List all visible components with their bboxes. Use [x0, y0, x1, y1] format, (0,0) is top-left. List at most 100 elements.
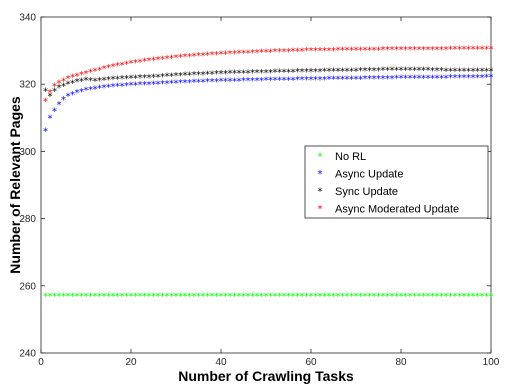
data-point: *	[129, 74, 134, 85]
data-point: *	[115, 291, 120, 302]
data-point: *	[390, 65, 395, 76]
data-point: *	[264, 47, 269, 58]
data-point: *	[426, 291, 431, 302]
data-point: *	[457, 291, 462, 302]
data-point: *	[196, 70, 201, 81]
data-point: *	[430, 291, 435, 302]
data-point: *	[295, 47, 300, 58]
data-point: *	[300, 46, 305, 57]
y-tick-label: 340	[19, 13, 36, 24]
data-point: *	[489, 66, 494, 77]
data-point: *	[286, 291, 291, 302]
data-point: *	[61, 291, 66, 302]
data-point: *	[426, 66, 431, 77]
data-point: *	[129, 291, 134, 302]
data-point: *	[462, 66, 467, 77]
data-point: *	[232, 49, 237, 60]
data-point: *	[66, 291, 71, 302]
data-point: *	[192, 291, 197, 302]
data-point: *	[174, 53, 179, 64]
data-point: *	[466, 73, 471, 84]
data-point: *	[313, 291, 318, 302]
data-point: *	[403, 45, 408, 56]
data-point: *	[174, 71, 179, 82]
data-point: *	[295, 67, 300, 78]
data-point: *	[381, 66, 386, 77]
data-point: *	[237, 49, 242, 60]
data-point: *	[412, 74, 417, 85]
data-point: *	[93, 84, 98, 95]
y-tick-label: 300	[19, 147, 36, 158]
data-point: *	[475, 291, 480, 302]
data-point: *	[79, 291, 84, 302]
data-point: *	[399, 65, 404, 76]
data-point: *	[417, 45, 422, 56]
data-point: *	[102, 83, 107, 94]
data-point: *	[300, 291, 305, 302]
data-point: *	[241, 76, 246, 87]
data-point: *	[489, 44, 494, 55]
data-point: *	[259, 48, 264, 59]
data-point: *	[228, 49, 233, 60]
y-tick-label: 260	[19, 281, 36, 292]
data-point: *	[480, 291, 485, 302]
data-point: *	[327, 75, 332, 86]
data-point: *	[349, 66, 354, 77]
data-point: *	[300, 75, 305, 86]
data-point: *	[421, 291, 426, 302]
data-point: *	[133, 73, 138, 84]
data-point: *	[147, 80, 152, 91]
data-point: *	[264, 291, 269, 302]
data-point: *	[448, 45, 453, 56]
data-point: *	[295, 75, 300, 86]
data-point: *	[174, 78, 179, 89]
data-point: *	[354, 66, 359, 77]
data-point: *	[480, 66, 485, 77]
data-point: *	[165, 72, 170, 83]
data-point: *	[88, 68, 93, 79]
data-point: *	[151, 73, 156, 84]
data-point: *	[133, 291, 138, 302]
data-point: *	[408, 45, 413, 56]
data-point: *	[345, 291, 350, 302]
data-point: *	[138, 57, 143, 68]
data-point: *	[133, 58, 138, 69]
data-point: *	[376, 291, 381, 302]
data-point: *	[174, 291, 179, 302]
data-point: *	[399, 74, 404, 85]
data-point: *	[57, 291, 62, 302]
data-point: *	[79, 76, 84, 87]
data-point: *	[84, 86, 89, 97]
data-point: *	[309, 46, 314, 57]
data-point: *	[394, 45, 399, 56]
data-point: *	[453, 66, 458, 77]
data-point: *	[399, 45, 404, 56]
data-point: *	[435, 66, 440, 77]
data-point: *	[75, 88, 80, 99]
data-point: *	[214, 69, 219, 80]
data-point: *	[327, 46, 332, 57]
data-point: *	[57, 100, 62, 111]
data-point: *	[412, 291, 417, 302]
data-point: *	[111, 291, 116, 302]
data-point: *	[232, 69, 237, 80]
data-point: *	[255, 68, 260, 79]
data-point: *	[232, 76, 237, 87]
y-axis-title: Number of Relevant Pages	[7, 96, 23, 274]
data-point: *	[322, 291, 327, 302]
data-point: *	[178, 291, 183, 302]
data-point: *	[187, 291, 192, 302]
data-point: *	[273, 291, 278, 302]
data-point: *	[304, 291, 309, 302]
data-point: *	[322, 46, 327, 57]
data-point: *	[106, 291, 111, 302]
data-point: *	[484, 44, 489, 55]
data-point: *	[462, 291, 467, 302]
data-point: *	[336, 46, 341, 57]
data-point: *	[462, 45, 467, 56]
data-point: *	[237, 76, 242, 87]
data-point: *	[273, 76, 278, 87]
legend-label: Async Moderated Update	[335, 204, 459, 216]
data-point: *	[93, 291, 98, 302]
data-point: *	[48, 91, 53, 102]
